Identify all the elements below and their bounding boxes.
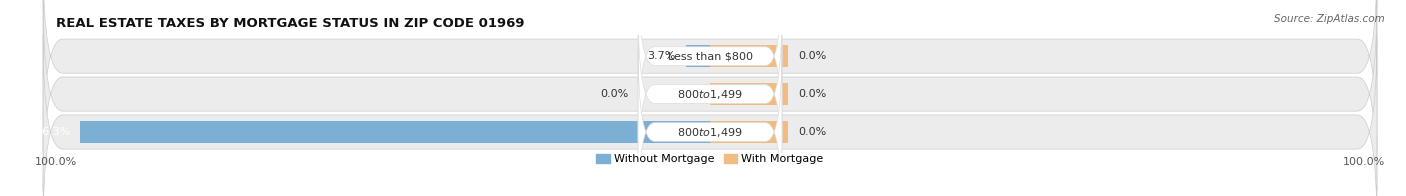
Bar (686, 45, 710, 67)
Text: Source: ZipAtlas.com: Source: ZipAtlas.com (1274, 14, 1385, 24)
Text: 0.0%: 0.0% (799, 51, 827, 61)
Text: 0.0%: 0.0% (799, 89, 827, 99)
FancyBboxPatch shape (44, 35, 1376, 196)
Text: 96.3%: 96.3% (35, 127, 70, 137)
FancyBboxPatch shape (638, 0, 782, 142)
FancyBboxPatch shape (44, 0, 1376, 153)
FancyBboxPatch shape (638, 9, 782, 180)
Bar (710, 45, 789, 67)
Text: 0.0%: 0.0% (600, 89, 628, 99)
Text: 3.7%: 3.7% (648, 51, 676, 61)
Bar (710, 121, 789, 143)
FancyBboxPatch shape (638, 46, 782, 196)
Text: 0.0%: 0.0% (799, 127, 827, 137)
Text: $800 to $1,499: $800 to $1,499 (678, 125, 742, 139)
Text: $800 to $1,499: $800 to $1,499 (678, 88, 742, 101)
Bar (80, 121, 710, 143)
Legend: Without Mortgage, With Mortgage: Without Mortgage, With Mortgage (592, 149, 828, 169)
FancyBboxPatch shape (44, 0, 1376, 191)
Text: REAL ESTATE TAXES BY MORTGAGE STATUS IN ZIP CODE 01969: REAL ESTATE TAXES BY MORTGAGE STATUS IN … (56, 17, 524, 30)
Bar (710, 83, 789, 105)
Text: Less than $800: Less than $800 (668, 51, 752, 61)
